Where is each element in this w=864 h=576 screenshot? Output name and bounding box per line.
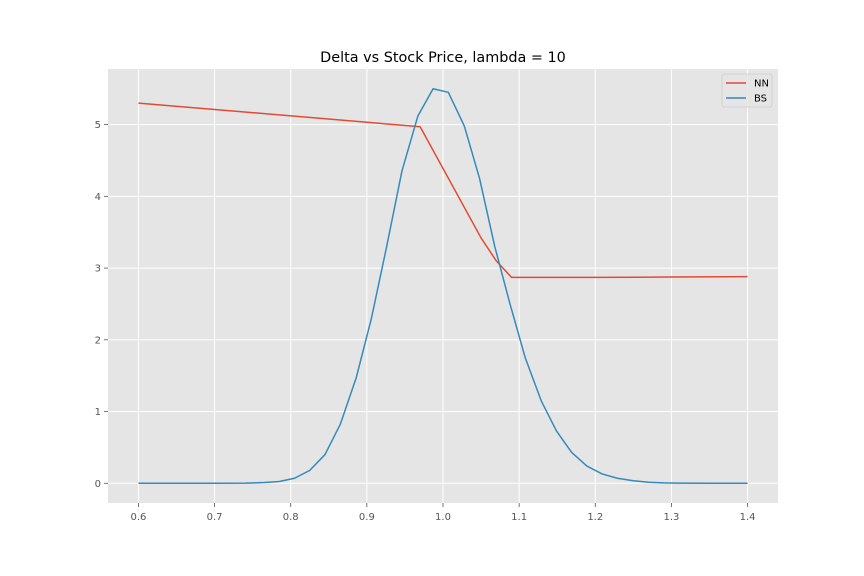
legend: NN BS <box>721 73 773 108</box>
x-tick-label: 1.3 <box>663 512 679 523</box>
y-axis-ticks: 0 1 2 3 4 5 <box>95 120 108 490</box>
y-tick-label: 1 <box>95 407 101 418</box>
legend-label-nn: NN <box>754 79 769 90</box>
x-tick-label: 1.1 <box>511 512 527 523</box>
chart-title: Delta vs Stock Price, lambda = 10 <box>320 50 566 66</box>
x-tick-label: 1.0 <box>435 512 451 523</box>
x-tick-label: 1.4 <box>740 512 756 523</box>
series-line-bs <box>138 87 748 485</box>
x-axis-ticks: 0.6 0.7 0.8 0.9 1.0 1.1 1.2 1.3 1.4 <box>131 503 756 523</box>
y-tick-label: 5 <box>95 120 101 131</box>
legend-label-bs: BS <box>754 94 767 105</box>
series-line-nn <box>138 102 748 279</box>
x-tick-label: 0.9 <box>359 512 375 523</box>
y-tick-label: 4 <box>95 192 101 203</box>
series-lines <box>138 87 748 485</box>
x-tick-label: 0.6 <box>131 512 147 523</box>
y-tick-label: 2 <box>95 335 101 346</box>
x-tick-label: 0.8 <box>283 512 299 523</box>
y-tick-label: 0 <box>95 479 101 490</box>
x-tick-label: 0.7 <box>207 512 223 523</box>
x-tick-label: 1.2 <box>587 512 603 523</box>
y-tick-label: 3 <box>95 264 101 275</box>
